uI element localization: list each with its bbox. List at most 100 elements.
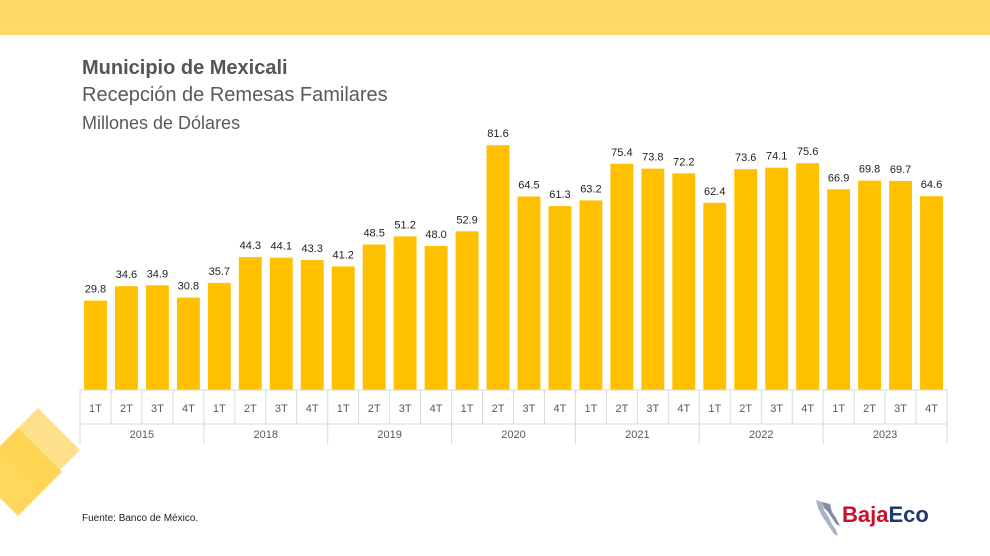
bar (114, 286, 138, 390)
x-tick-label: 4T (677, 403, 690, 415)
data-label: 52.9 (456, 214, 477, 226)
bar (703, 202, 727, 390)
x-tick-label: 2T (863, 403, 876, 415)
year-group-label: 2019 (377, 429, 401, 441)
bar (920, 196, 943, 390)
x-tick-label: 2T (615, 403, 628, 415)
year-group-label: 2018 (254, 429, 278, 441)
x-tick-label: 4T (925, 403, 938, 415)
bar (548, 206, 572, 390)
x-tick-label: 2T (492, 403, 505, 415)
year-group-label: 2023 (873, 429, 897, 441)
logo-text-baja: Baja (842, 502, 889, 527)
data-label: 44.3 (240, 240, 261, 252)
data-label: 34.9 (147, 268, 168, 280)
x-tick-label: 1T (337, 403, 350, 415)
bar (424, 246, 448, 390)
data-label: 34.6 (116, 269, 137, 281)
bar (610, 163, 634, 390)
bar (641, 168, 665, 390)
x-tick-label: 1T (89, 403, 102, 415)
x-tick-label: 1T (461, 403, 474, 415)
data-label: 62.4 (704, 186, 725, 198)
x-tick-label: 1T (584, 403, 597, 415)
data-label: 69.7 (890, 164, 911, 176)
x-tick-label: 1T (832, 403, 845, 415)
x-tick-label: 2T (120, 403, 133, 415)
data-label: 44.1 (271, 241, 292, 253)
x-tick-label: 3T (275, 403, 288, 415)
baja-map-icon (816, 500, 840, 536)
bar (300, 260, 324, 390)
bar (455, 231, 479, 390)
data-label: 75.6 (797, 146, 818, 158)
x-tick-label: 4T (801, 403, 814, 415)
bar (269, 257, 293, 390)
year-group-label: 2022 (749, 429, 773, 441)
bar (486, 145, 510, 390)
data-label: 41.2 (332, 249, 353, 261)
year-group-label: 2021 (625, 429, 649, 441)
data-label: 51.2 (394, 219, 415, 231)
data-label: 81.6 (487, 128, 508, 140)
bar (734, 169, 758, 390)
top-banner (0, 0, 990, 35)
bar (889, 180, 913, 390)
x-tick-label: 2T (739, 403, 752, 415)
x-tick-label: 3T (646, 403, 659, 415)
data-label: 48.5 (363, 228, 384, 240)
data-label: 43.3 (302, 243, 323, 255)
bar (579, 200, 603, 390)
bar (672, 173, 696, 390)
chart-titles: Municipio de Mexicali Recepción de Remes… (82, 55, 388, 137)
x-tick-label: 1T (708, 403, 721, 415)
bajaeco-logo: BajaEco (812, 498, 952, 538)
bar (858, 180, 882, 390)
x-tick-label: 2T (244, 403, 257, 415)
bar (176, 297, 200, 390)
bar (517, 196, 541, 390)
x-tick-label: 3T (894, 403, 907, 415)
chart-unit: Millones de Dólares (82, 113, 241, 133)
x-tick-label: 3T (151, 403, 164, 415)
bar (238, 257, 262, 390)
x-tick-label: 2T (368, 403, 381, 415)
bar (331, 266, 355, 390)
data-label: 74.1 (766, 151, 787, 163)
bar (827, 189, 851, 390)
bar (207, 282, 231, 390)
data-label: 30.8 (178, 281, 199, 293)
data-label: 29.8 (85, 284, 106, 296)
data-label: 63.2 (580, 183, 601, 195)
data-label: 64.5 (518, 180, 539, 192)
x-tick-label: 3T (523, 403, 536, 415)
data-label: 72.2 (673, 156, 694, 168)
data-label: 69.8 (859, 164, 880, 176)
chart-subtitle: Recepción de Remesas Familares (82, 84, 388, 106)
x-tick-label: 4T (554, 403, 567, 415)
data-label: 48.0 (425, 229, 446, 241)
data-label: 35.7 (209, 266, 230, 278)
bar (765, 167, 789, 390)
x-tick-label: 1T (213, 403, 226, 415)
year-group-label: 2015 (130, 429, 154, 441)
x-tick-label: 3T (399, 403, 412, 415)
x-tick-label: 4T (430, 403, 443, 415)
data-label: 73.6 (735, 152, 756, 164)
bar (84, 300, 107, 390)
logo-text: BajaEco (842, 502, 929, 528)
x-tick-label: 4T (182, 403, 195, 415)
year-group-label: 2020 (501, 429, 525, 441)
bar (393, 236, 417, 390)
logo-text-eco: Eco (888, 502, 929, 527)
chart-title: Municipio de Mexicali (82, 57, 288, 79)
bar (145, 285, 169, 390)
source-note: Fuente: Banco de México. (82, 513, 199, 524)
data-label: 61.3 (549, 189, 570, 201)
x-tick-label: 4T (306, 403, 319, 415)
data-label: 64.6 (921, 179, 942, 191)
bar (362, 244, 386, 390)
x-tick-label: 3T (770, 403, 783, 415)
data-label: 66.9 (828, 172, 849, 184)
